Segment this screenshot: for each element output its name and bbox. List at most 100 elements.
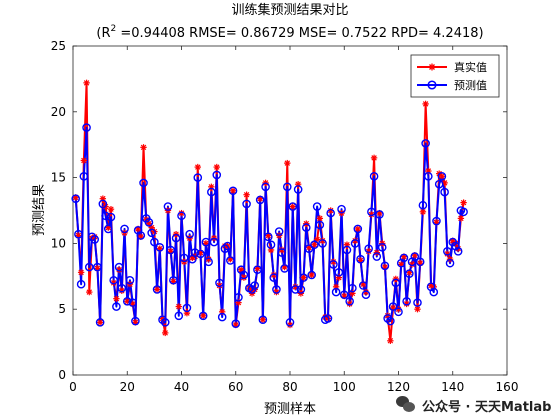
data-point-predicted — [144, 218, 154, 227]
data-point-actual — [153, 286, 161, 293]
data-point-actual — [175, 303, 182, 310]
data-point-actual — [107, 205, 115, 213]
data-point-predicted — [79, 171, 89, 181]
data-point-predicted — [372, 252, 382, 261]
data-point-predicted — [204, 257, 213, 267]
data-point-predicted — [215, 278, 224, 288]
data-point-predicted — [128, 298, 137, 307]
data-point-predicted — [150, 237, 159, 247]
data-point-predicted — [103, 224, 113, 234]
chart-title: 训练集预测结果对比 — [231, 2, 348, 18]
data-point-predicted — [114, 262, 124, 272]
data-point-predicted — [358, 281, 368, 290]
data-point-predicted — [272, 285, 281, 294]
y-tick-label: 5 — [58, 302, 66, 316]
x-tick-label: 140 — [441, 380, 464, 394]
data-point-predicted — [220, 244, 230, 253]
data-point-actual — [140, 144, 147, 151]
data-point-predicted — [177, 211, 186, 221]
data-point-predicted — [193, 173, 203, 182]
data-point-predicted — [380, 261, 390, 271]
legend-marker-actual — [428, 63, 436, 71]
data-point-actual — [96, 319, 104, 326]
x-tick-label: 0 — [69, 380, 77, 394]
data-point-predicted — [207, 187, 216, 197]
data-point-actual — [460, 199, 467, 206]
data-point-predicted — [71, 194, 81, 203]
data-point-predicted — [253, 265, 262, 275]
data-point-predicted — [293, 185, 303, 194]
data-point-predicted — [223, 241, 232, 251]
data-point-predicted — [410, 252, 420, 261]
data-point-predicted — [432, 216, 441, 226]
legend-label-actual: 真实值 — [454, 60, 487, 74]
data-point-predicted — [217, 312, 227, 322]
data-point-predicted — [459, 207, 468, 217]
data-point-predicted — [304, 244, 314, 253]
x-tick-label: 60 — [228, 380, 243, 394]
data-point-predicted — [109, 275, 118, 285]
data-point-predicted — [345, 297, 354, 306]
legend-label-predicted: 预测值 — [454, 79, 487, 92]
y-axis-label: 预测结果 — [32, 184, 47, 236]
data-point-actual — [311, 241, 318, 248]
data-point-actual — [113, 295, 120, 302]
data-point-actual — [387, 337, 394, 344]
data-point-predicted — [369, 171, 379, 181]
data-point-actual — [77, 269, 85, 276]
y-axis: 0 5 10 15 20 25 — [51, 39, 507, 382]
data-point-predicted — [101, 211, 110, 221]
data-point-predicted — [228, 186, 238, 196]
y-tick-label: 25 — [51, 39, 66, 53]
data-point-predicted — [74, 229, 83, 239]
data-point-predicted — [413, 298, 422, 307]
data-point-predicted — [383, 314, 392, 323]
x-axis-label: 预测样本 — [264, 402, 316, 417]
data-point-predicted — [258, 315, 268, 325]
watermark-text: 公众号 · 天天Matlab — [422, 399, 552, 415]
data-point-predicted — [391, 278, 401, 288]
x-axis: 0 20 40 60 80 100 120 140 160 — [69, 46, 518, 394]
data-point-predicted — [87, 232, 97, 242]
data-point-predicted — [106, 212, 116, 222]
data-point-predicted — [261, 182, 270, 192]
data-point-actual — [200, 312, 207, 319]
data-point-predicted — [266, 240, 276, 250]
data-point-actual — [316, 215, 324, 222]
data-point-actual — [162, 329, 169, 337]
legend-marker-predicted — [427, 80, 437, 90]
data-point-predicted — [440, 187, 449, 197]
data-point-predicted — [190, 248, 200, 257]
data-point-predicted — [424, 171, 433, 181]
data-point-predicted — [152, 285, 162, 294]
data-point-predicted — [158, 315, 167, 325]
y-tick-label: 10 — [51, 236, 66, 250]
data-point-predicted — [315, 220, 325, 230]
data-point-predicted — [160, 318, 170, 327]
data-point-predicted — [93, 262, 102, 272]
data-point-predicted — [288, 202, 298, 211]
data-point-predicted — [277, 248, 287, 257]
data-point-predicted — [169, 275, 178, 285]
x-tick-label: 100 — [333, 380, 356, 394]
watermark: 公众号 · 天天Matlab — [396, 393, 556, 417]
data-point-predicted — [122, 297, 132, 306]
data-point-predicted — [280, 264, 289, 273]
chart-subtitle: (R2 =0.94408 RMSE= 0.86729 MSE= 0.7522 R… — [96, 24, 483, 41]
data-point-predicted — [356, 254, 365, 264]
data-point-predicted — [147, 228, 156, 238]
data-point-predicted — [76, 279, 86, 289]
data-point-predicted — [323, 314, 333, 323]
data-point-predicted — [326, 208, 335, 218]
data-point-actual — [370, 154, 378, 162]
data-point-predicted — [377, 243, 387, 252]
data-point-predicted — [394, 307, 403, 317]
data-point-predicted — [301, 223, 311, 232]
data-point-predicted — [329, 260, 338, 269]
data-point-predicted — [421, 139, 430, 148]
data-point-predicted — [234, 293, 243, 302]
data-point-actual — [259, 316, 267, 323]
data-point-predicted — [171, 233, 181, 243]
data-point-predicted — [185, 229, 194, 239]
data-point-predicted — [226, 256, 235, 265]
